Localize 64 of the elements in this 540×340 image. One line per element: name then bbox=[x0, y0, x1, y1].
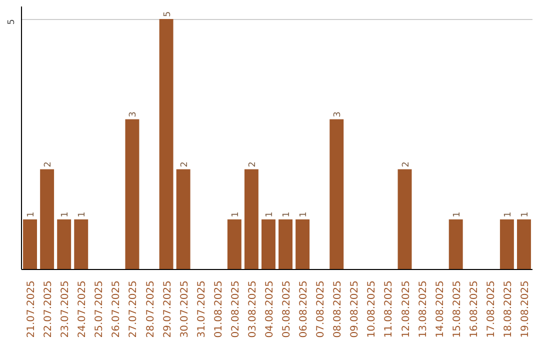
bar bbox=[244, 169, 258, 270]
data-label: 1 bbox=[503, 212, 514, 218]
x-tick-label: 15.08.2025 bbox=[452, 280, 463, 338]
data-label: 2 bbox=[248, 162, 258, 168]
x-tick-label: 13.08.2025 bbox=[418, 280, 429, 338]
bar bbox=[500, 219, 514, 270]
data-label: 2 bbox=[401, 162, 412, 168]
x-tick-label: 14.08.2025 bbox=[434, 280, 446, 338]
bar bbox=[40, 169, 54, 270]
data-label: 2 bbox=[180, 162, 190, 168]
x-tick-label: 27.07.2025 bbox=[128, 280, 140, 338]
data-label: 1 bbox=[264, 212, 275, 218]
x-tick-label: 30.07.2025 bbox=[179, 280, 190, 338]
x-tick-label: 06.08.2025 bbox=[298, 280, 310, 338]
data-label: 1 bbox=[26, 212, 37, 218]
data-label: 2 bbox=[44, 162, 54, 168]
bar bbox=[74, 219, 88, 270]
data-label: 1 bbox=[78, 212, 88, 218]
x-tick-label: 17.08.2025 bbox=[486, 280, 497, 338]
bar bbox=[278, 219, 292, 270]
data-label: 1 bbox=[299, 212, 310, 218]
x-tick-label: 16.08.2025 bbox=[468, 280, 480, 338]
x-tick-label: 18.08.2025 bbox=[502, 280, 514, 338]
bar bbox=[517, 219, 531, 270]
bar bbox=[398, 169, 412, 270]
x-tick-label: 29.07.2025 bbox=[162, 280, 174, 338]
x-tick-label: 05.08.2025 bbox=[282, 280, 293, 338]
x-tick-label: 11.08.2025 bbox=[384, 280, 395, 338]
bar bbox=[23, 219, 37, 270]
data-label: 3 bbox=[128, 111, 139, 118]
x-tick-label: 28.07.2025 bbox=[145, 280, 156, 338]
x-tick-label: 01.08.2025 bbox=[213, 280, 224, 338]
x-tick-label: 31.07.2025 bbox=[196, 280, 208, 338]
data-label: 1 bbox=[520, 212, 530, 218]
data-label: 1 bbox=[230, 212, 241, 218]
bar bbox=[159, 19, 174, 270]
x-tick-label: 04.08.2025 bbox=[264, 280, 276, 338]
bar bbox=[176, 169, 190, 270]
data-label: 1 bbox=[60, 212, 71, 218]
x-tick-label: 25.07.2025 bbox=[94, 280, 106, 338]
x-tick-label: 08.08.2025 bbox=[332, 280, 344, 338]
bar bbox=[448, 219, 463, 270]
x-tick-label: 09.08.2025 bbox=[350, 280, 361, 338]
bar bbox=[125, 119, 140, 270]
x-tick-label: 02.08.2025 bbox=[230, 280, 242, 338]
x-tick-label: 03.08.2025 bbox=[247, 280, 258, 338]
bar bbox=[330, 119, 344, 270]
bar bbox=[262, 219, 276, 270]
x-tick-label: 23.07.2025 bbox=[60, 280, 72, 338]
x-tick-label: 21.07.2025 bbox=[26, 280, 38, 338]
x-tick-label: 19.08.2025 bbox=[520, 280, 531, 338]
bar bbox=[227, 219, 242, 270]
x-tick-label: 10.08.2025 bbox=[366, 280, 378, 338]
bar bbox=[57, 219, 72, 270]
data-label: 5 bbox=[162, 11, 173, 18]
data-label: 3 bbox=[333, 111, 344, 118]
x-tick-label: 07.08.2025 bbox=[316, 280, 327, 338]
data-label: 1 bbox=[282, 212, 292, 218]
x-tick-label: 24.07.2025 bbox=[77, 280, 88, 338]
x-tick-label: 26.07.2025 bbox=[111, 280, 122, 338]
data-label: 1 bbox=[452, 212, 462, 218]
bar bbox=[296, 219, 310, 270]
x-tick-label: 12.08.2025 bbox=[400, 280, 412, 338]
x-tick-label: 22.07.2025 bbox=[43, 280, 54, 338]
